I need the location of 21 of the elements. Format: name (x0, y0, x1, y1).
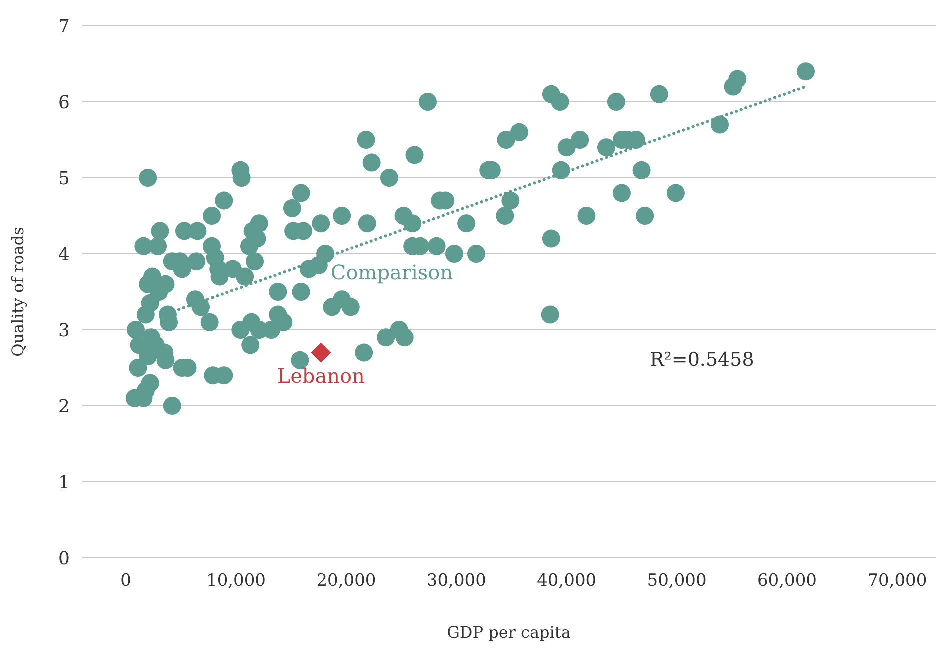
annotation: R²=0.5458 (650, 349, 754, 371)
x-tick-label: 20,000 (316, 571, 376, 592)
x-tick-label: 60,000 (757, 571, 817, 592)
y-tick-label: 4 (58, 244, 70, 266)
y-tick-label: 0 (58, 548, 70, 570)
y-tick-label: 1 (58, 472, 70, 494)
y-tick-label: 3 (58, 320, 70, 342)
y-tick-label: 5 (58, 168, 70, 190)
series-label: Lebanon (277, 364, 366, 388)
y-tick-label: 7 (58, 16, 70, 38)
y-tick-label: 6 (58, 92, 70, 114)
x-tick-label: 50,000 (647, 571, 707, 592)
x-tick-label: 0 (120, 571, 132, 592)
x-tick-label: 30,000 (426, 571, 486, 592)
x-tick-label: 40,000 (537, 571, 597, 592)
y-axis-title: Quality of roads (8, 227, 28, 357)
series-label: Comparison (330, 260, 454, 284)
x-tick-label: 70,000 (868, 571, 928, 592)
x-axis-title: GDP per capita (447, 623, 572, 642)
y-tick-label: 2 (58, 396, 70, 418)
x-tick-label: 10,000 (206, 571, 266, 592)
